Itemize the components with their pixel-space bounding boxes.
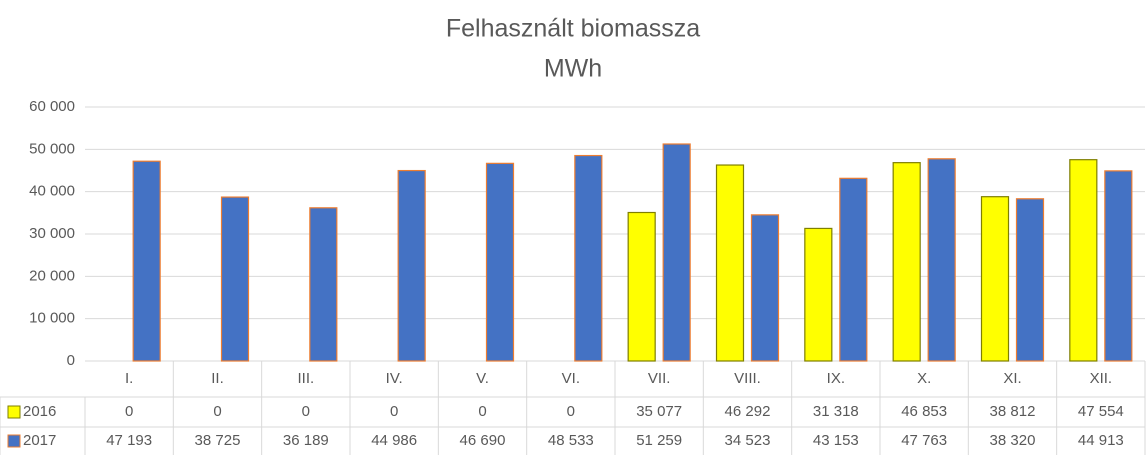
bar bbox=[220, 196, 250, 362]
x-tick-label: XI. bbox=[1003, 370, 1021, 387]
x-tick-label: V. bbox=[476, 370, 489, 387]
bar bbox=[627, 211, 656, 362]
table-value: 0 bbox=[213, 403, 221, 420]
bar bbox=[1104, 170, 1133, 362]
table-value: 0 bbox=[478, 403, 486, 420]
bar bbox=[397, 169, 426, 362]
bar bbox=[839, 177, 868, 362]
bar bbox=[750, 214, 780, 362]
x-tick-label: VII. bbox=[648, 370, 671, 387]
legend-label: 2017 bbox=[23, 432, 56, 449]
bar bbox=[485, 162, 515, 362]
table-value: 46 292 bbox=[725, 403, 771, 420]
y-tick-label: 0 bbox=[67, 352, 75, 369]
table-value: 38 725 bbox=[195, 432, 241, 449]
table-value: 36 189 bbox=[283, 432, 329, 449]
bar bbox=[927, 158, 956, 362]
table-value: 47 763 bbox=[901, 432, 947, 449]
bar bbox=[1069, 159, 1098, 362]
table-value: 0 bbox=[567, 403, 575, 420]
bar bbox=[715, 164, 745, 362]
table-value: 47 193 bbox=[106, 432, 152, 449]
chart-subtitle: MWh bbox=[544, 55, 602, 83]
bar bbox=[892, 162, 921, 362]
bar bbox=[804, 227, 833, 362]
table-value: 46 853 bbox=[901, 403, 947, 420]
x-tick-label: IX. bbox=[827, 370, 845, 387]
x-tick-label: X. bbox=[917, 370, 931, 387]
table-value: 31 318 bbox=[813, 403, 859, 420]
legend-key bbox=[7, 405, 21, 419]
table-value: 0 bbox=[302, 403, 310, 420]
y-tick-label: 40 000 bbox=[29, 183, 75, 200]
bar bbox=[574, 154, 603, 362]
table-value: 43 153 bbox=[813, 432, 859, 449]
table-value: 51 259 bbox=[636, 432, 682, 449]
bar bbox=[1015, 198, 1045, 362]
y-tick-label: 60 000 bbox=[29, 98, 75, 115]
table-value: 47 554 bbox=[1078, 403, 1124, 420]
legend-key bbox=[7, 434, 21, 448]
x-tick-label: I. bbox=[125, 370, 133, 387]
x-tick-label: VIII. bbox=[734, 370, 761, 387]
x-tick-label: III. bbox=[297, 370, 314, 387]
x-tick-label: II. bbox=[211, 370, 224, 387]
table-value: 46 690 bbox=[460, 432, 506, 449]
x-tick-label: IV. bbox=[386, 370, 403, 387]
table-value: 44 913 bbox=[1078, 432, 1124, 449]
table-value: 48 533 bbox=[548, 432, 594, 449]
table-value: 44 986 bbox=[371, 432, 417, 449]
y-tick-label: 10 000 bbox=[29, 310, 75, 327]
x-tick-label: XII. bbox=[1090, 370, 1113, 387]
chart-title: Felhasznált biomassza bbox=[446, 15, 700, 43]
y-tick-label: 20 000 bbox=[29, 267, 75, 284]
bar bbox=[132, 160, 161, 362]
table-value: 38 812 bbox=[990, 403, 1036, 420]
table-value: 0 bbox=[125, 403, 133, 420]
table-value: 0 bbox=[390, 403, 398, 420]
y-tick-label: 50 000 bbox=[29, 140, 75, 157]
x-tick-label: VI. bbox=[562, 370, 580, 387]
y-tick-label: 30 000 bbox=[29, 225, 75, 242]
table-value: 38 320 bbox=[990, 432, 1036, 449]
bar bbox=[309, 207, 338, 362]
table-value: 34 523 bbox=[725, 432, 771, 449]
table-value: 35 077 bbox=[636, 403, 682, 420]
legend-label: 2016 bbox=[23, 403, 56, 420]
bar bbox=[980, 196, 1010, 362]
bar bbox=[662, 143, 691, 362]
